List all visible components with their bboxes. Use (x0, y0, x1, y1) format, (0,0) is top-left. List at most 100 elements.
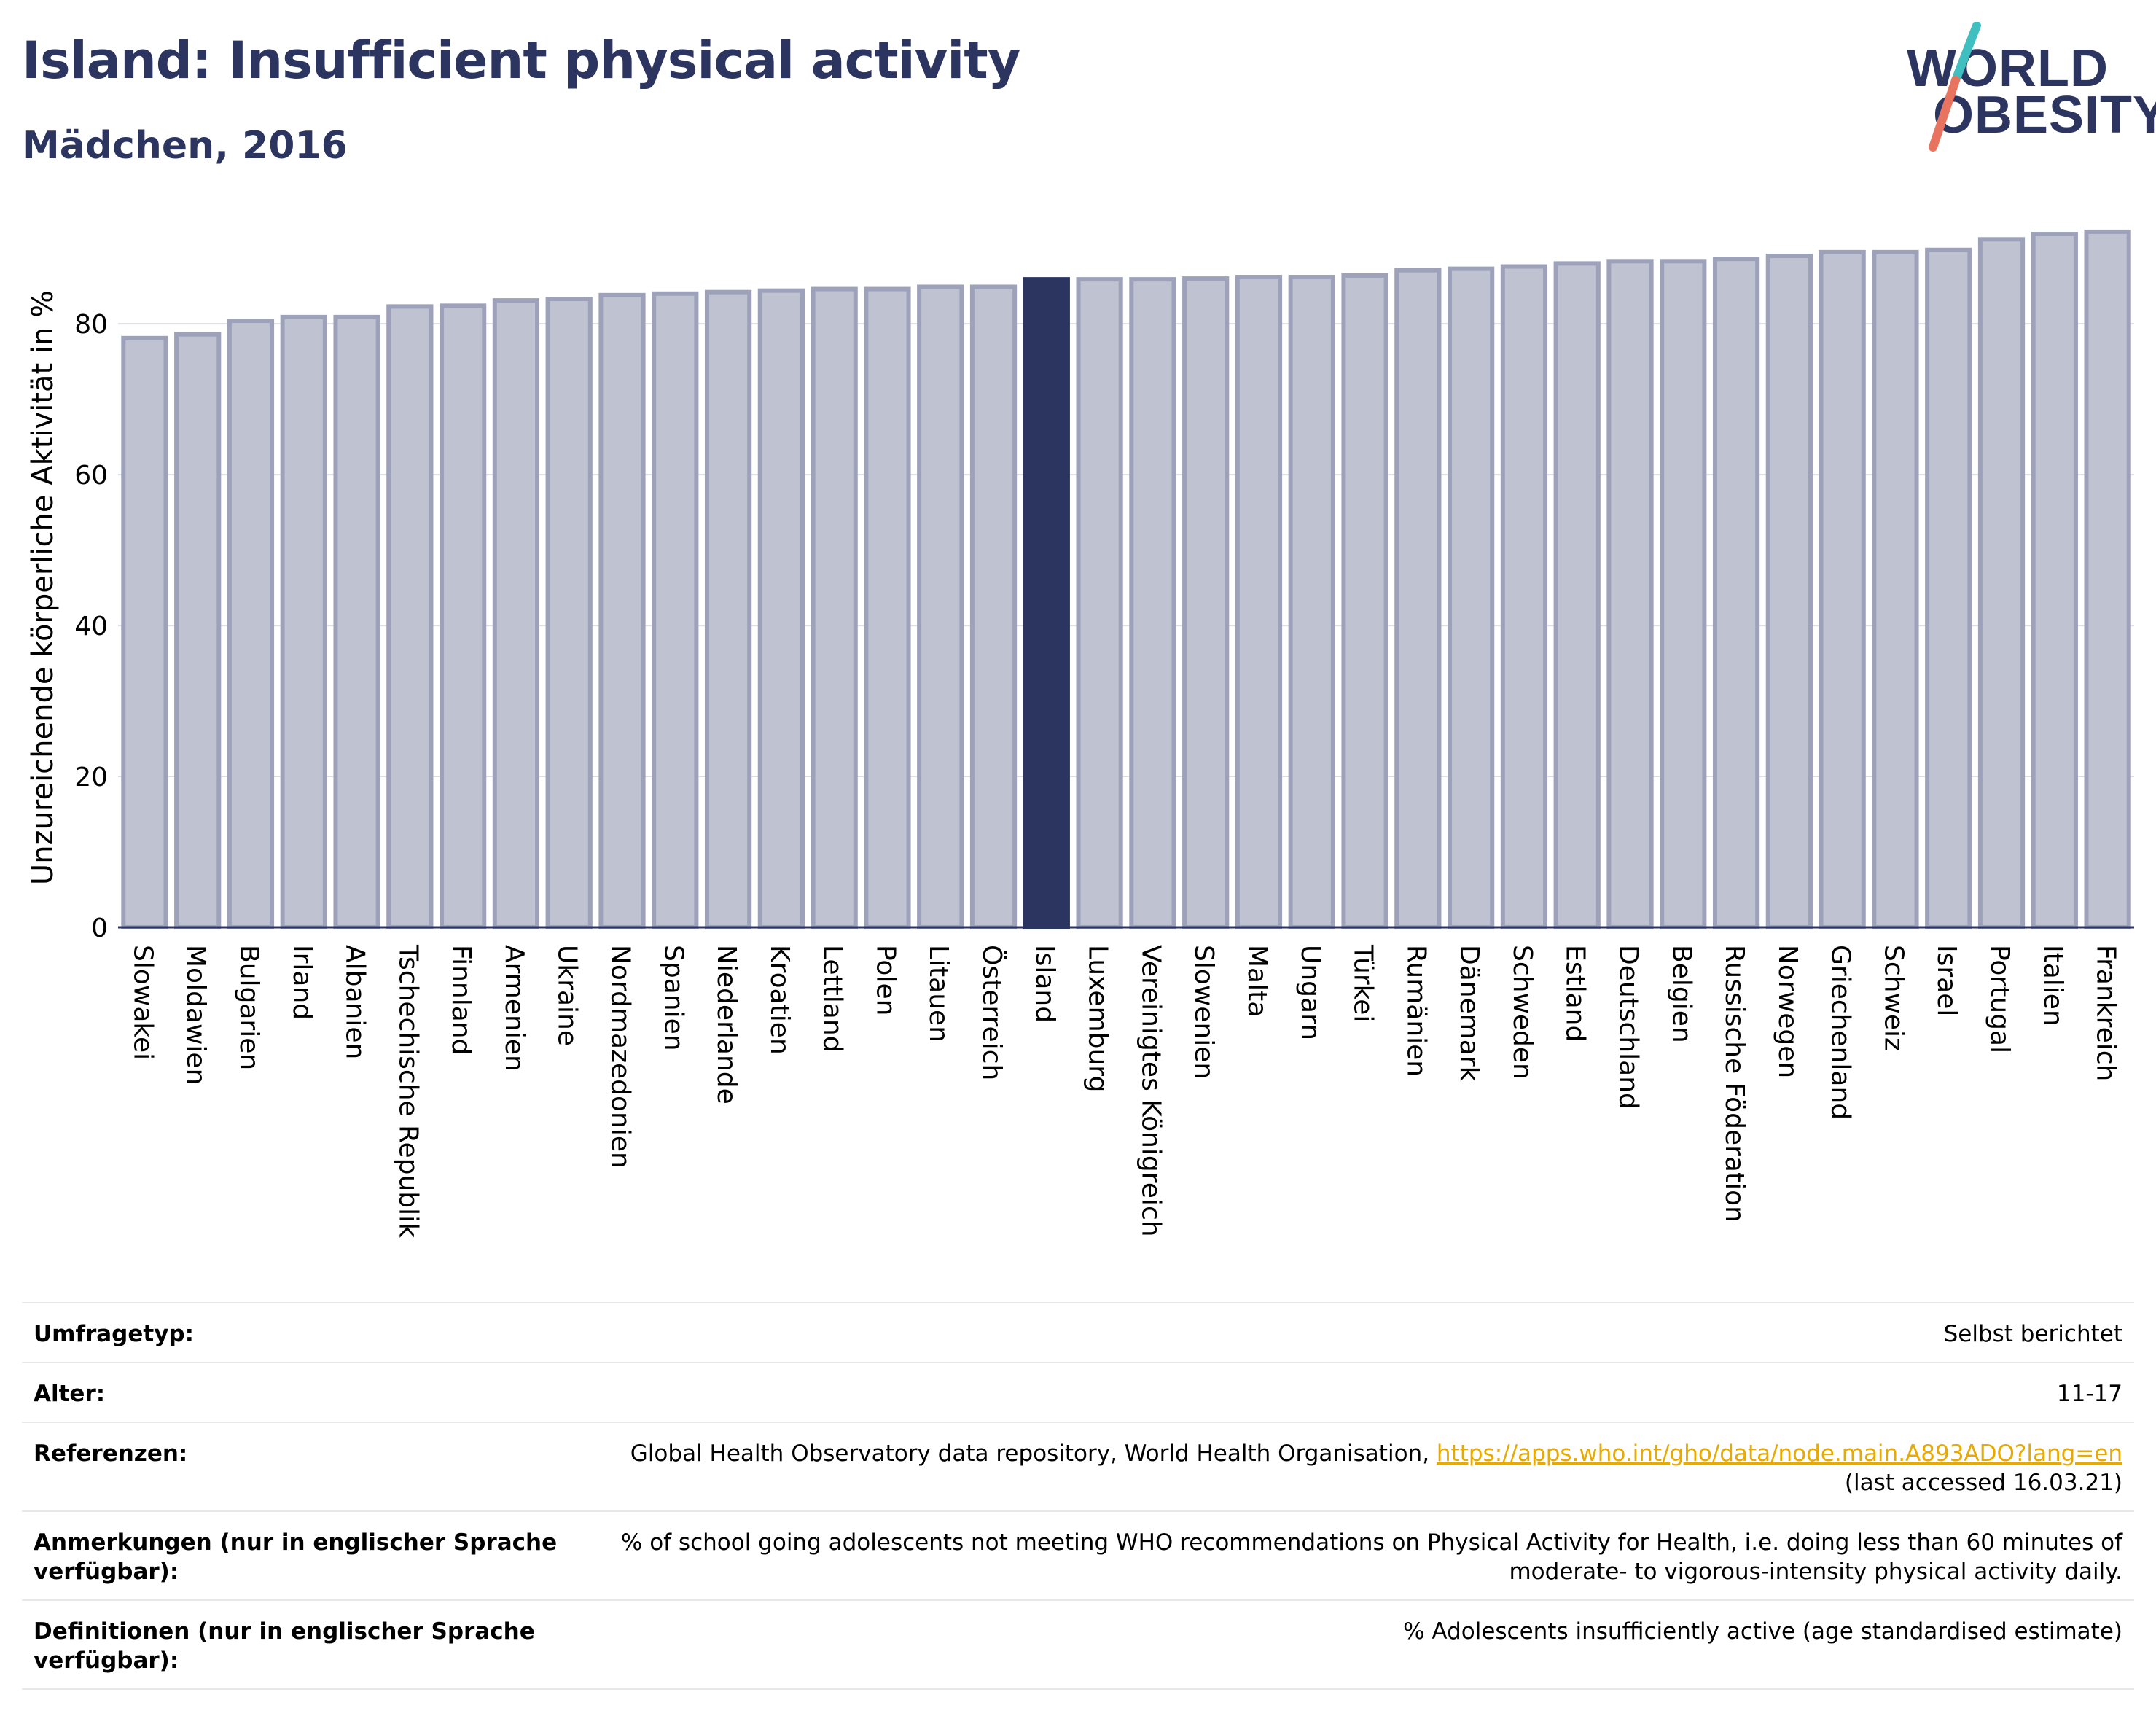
x-tick-label: Österreich (977, 945, 1007, 1080)
x-tick-label: Finnland (446, 945, 476, 1055)
logo-line-2: OBESITY (1933, 86, 2156, 144)
x-tick-label: Albanien (340, 945, 370, 1059)
bar (174, 332, 222, 929)
meta-label: Anmerkungen (nur in englischer Sprache v… (34, 1529, 558, 1585)
x-tick-label: Luxemburg (1083, 945, 1113, 1092)
bar (1872, 249, 1919, 929)
x-tick-label: Moldawien (181, 945, 211, 1085)
metadata-table: Umfragetyp: Selbst berichtet Alter: 11-1… (22, 1302, 2134, 1690)
meta-row-references: Referenzen: Global Health Observatory da… (22, 1422, 2134, 1510)
bar (386, 304, 434, 930)
y-tick-label: 60 (74, 461, 108, 491)
x-tick-label: Dänemark (1454, 945, 1484, 1082)
bar-chart: 0 20 40 60 80 Slowakei Moldawien Bulgarien Irla… (26, 229, 2134, 1238)
bar (1023, 277, 1070, 929)
x-tick-label: Belgien (1666, 945, 1696, 1043)
world-obesity-logo: WORLD OBESITY (1895, 22, 2156, 153)
bar (2031, 232, 2078, 929)
x-tick-label: Island (1030, 945, 1060, 1023)
meta-value: Selbst berichtet (1943, 1321, 2122, 1347)
x-tick-label: Lettland (818, 945, 848, 1053)
bar (1925, 247, 1972, 930)
x-tick-label: Armenien (499, 945, 529, 1072)
x-tick-label: Kroatien (765, 945, 794, 1055)
meta-value: Global Health Observatory data repositor… (630, 1439, 2122, 1497)
bar (757, 288, 805, 929)
x-tick-label: Rumänien (1401, 945, 1431, 1077)
bar (1076, 277, 1123, 929)
bar (227, 319, 275, 929)
bar (2084, 229, 2131, 930)
bar (917, 284, 964, 930)
x-tick-label: Polen (870, 945, 900, 1015)
bar (1129, 277, 1176, 929)
axes: 0 20 40 60 80 (74, 310, 2134, 943)
bar (864, 286, 911, 929)
x-tick-label: Frankreich (2091, 945, 2121, 1081)
bar (1394, 268, 1442, 929)
x-tick-label: Portugal (1985, 945, 2015, 1053)
bar (969, 284, 1018, 930)
bar (1341, 273, 1388, 930)
bar (811, 286, 858, 929)
meta-row-notes: Anmerkungen (nur in englischer Sprache v… (22, 1510, 2134, 1599)
meta-label: Definitionen (nur in englischer Sprache … (34, 1618, 535, 1674)
bar (598, 292, 646, 929)
y-tick-label: 20 (74, 763, 108, 792)
y-axis-label: Unzureichende körperliche Aktivität in % (26, 290, 60, 885)
x-tick-label: Nordmazedonien (606, 945, 636, 1169)
bars (121, 229, 2131, 930)
reference-text: Global Health Observatory data repositor… (630, 1440, 1437, 1467)
bar (280, 314, 327, 930)
x-tick-label: Norwegen (1773, 945, 1802, 1078)
meta-value: % of school going adolescents not meetin… (620, 1529, 2122, 1585)
bar (1288, 275, 1335, 929)
bar (652, 291, 699, 930)
x-tick-label: Niederlande (711, 945, 741, 1104)
x-tick-label: Schweiz (1878, 945, 1908, 1051)
page-subtitle: Mädchen, 2016 (22, 124, 348, 168)
bar (1553, 261, 1601, 930)
bar (545, 297, 593, 930)
logo-slash-icon (1929, 22, 1981, 152)
bar (1660, 259, 1707, 930)
x-tick-label: Russische Föderation (1719, 945, 1749, 1223)
bar (704, 289, 752, 929)
meta-label: Referenzen: (34, 1440, 188, 1467)
x-tick-label: Deutschland (1614, 945, 1644, 1110)
x-tick-label: Ungarn (1295, 945, 1325, 1040)
x-tick-label: Irland (287, 945, 317, 1020)
x-tick-label: Israel (1932, 945, 1961, 1016)
x-tick-label: Griechenland (1826, 945, 1856, 1120)
bar (440, 303, 487, 930)
x-tick-label: Türkei (1348, 944, 1378, 1022)
bar (1235, 275, 1283, 929)
bar (1500, 264, 1548, 929)
x-tick-label: Tschechische Republik (393, 944, 423, 1238)
reference-link[interactable]: https://apps.who.int/gho/data/node.main.… (1436, 1440, 2122, 1467)
x-tick-label: Ukraine (552, 945, 582, 1046)
meta-label: Alter: (34, 1381, 106, 1407)
meta-label: Umfragetyp: (34, 1321, 194, 1347)
bar (1819, 249, 1866, 929)
meta-value: % Adolescents insufficiently active (age… (1403, 1618, 2122, 1645)
bar (1765, 254, 1813, 930)
y-tick-label: 80 (74, 310, 108, 340)
x-tick-label: Litauen (923, 945, 953, 1042)
x-tick-label: Italien (2038, 945, 2068, 1026)
x-tick-label: Vereinigtes Königreich (1136, 945, 1165, 1237)
x-tick-label: Bulgarien (234, 945, 264, 1070)
x-tick-labels: Slowakei Moldawien Bulgarien Irland Albanien… (128, 944, 2120, 1238)
y-tick-label: 40 (74, 612, 108, 642)
x-tick-label: Slowakei (128, 945, 157, 1060)
x-tick-label: Spanien (658, 945, 688, 1051)
x-tick-label: Schweden (1507, 945, 1537, 1080)
bar (333, 314, 380, 930)
bar (1606, 259, 1654, 930)
meta-row-survey-type: Umfragetyp: Selbst berichtet (22, 1302, 2134, 1362)
meta-value: 11-17 (2056, 1381, 2122, 1407)
y-tick-label: 0 (91, 913, 108, 943)
bar (121, 335, 168, 929)
logo-line-1: WORLD (1907, 39, 2109, 98)
reference-accessed: (last accessed 16.03.21) (1844, 1470, 2122, 1496)
